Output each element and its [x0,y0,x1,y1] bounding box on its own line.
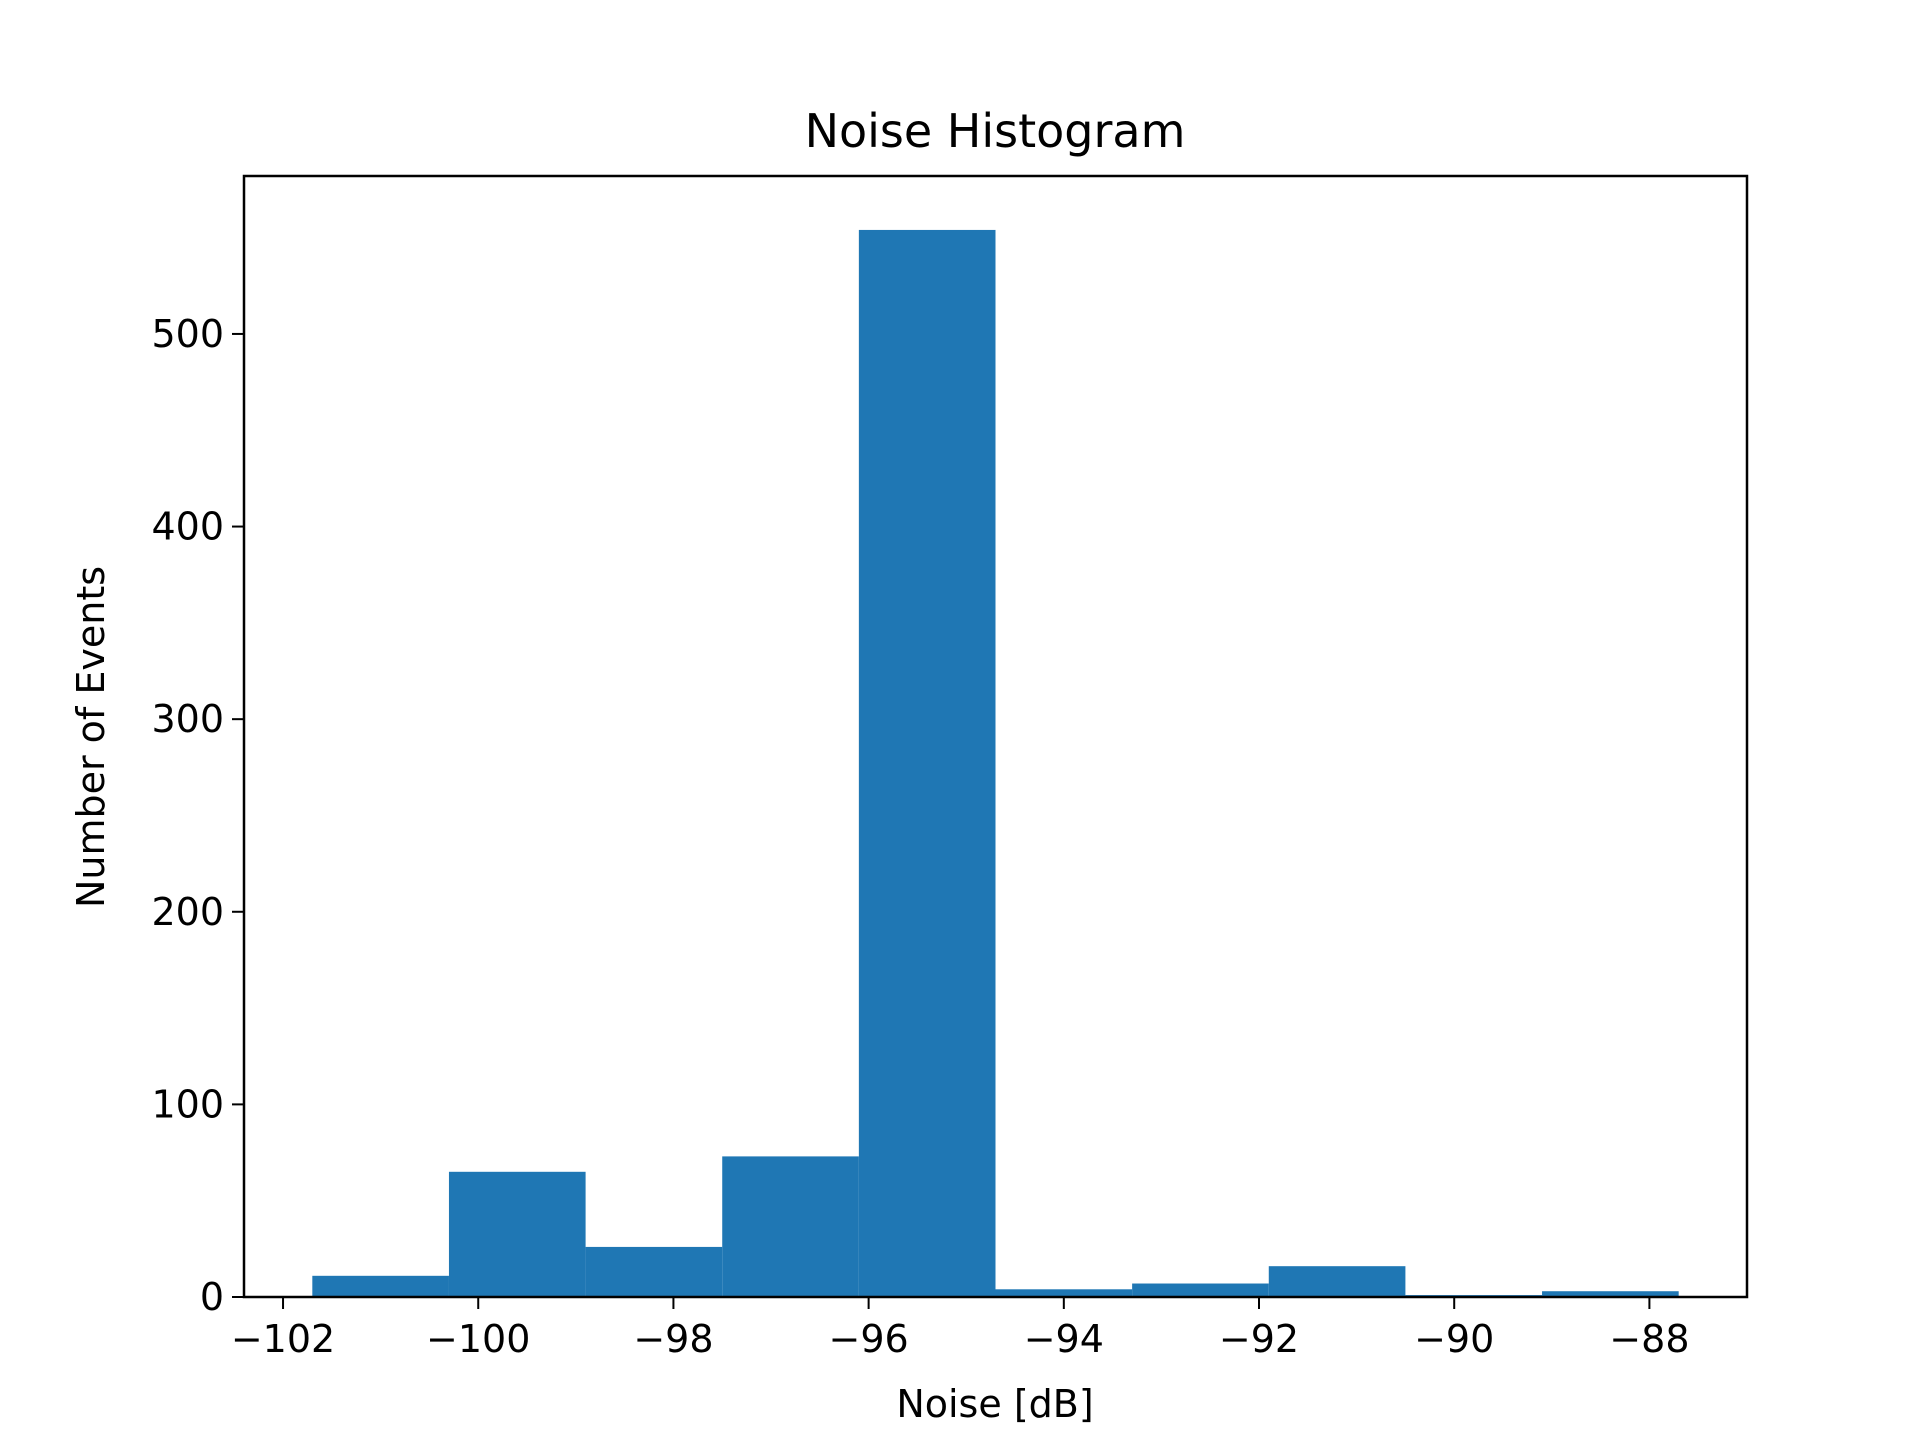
x-tick-label: −96 [829,1317,909,1361]
histogram-bar [1132,1283,1269,1297]
y-axis-label: Number of Events [69,566,113,908]
x-tick-label: −100 [426,1317,530,1361]
histogram-bar [1542,1291,1679,1297]
chart-title: Noise Histogram [805,104,1186,158]
y-tick-label: 400 [151,505,224,549]
x-axis-ticks: −102 −100 −98 −96 −94 −92 −90 −88 [231,1297,1690,1361]
histogram-bar [858,229,996,1297]
x-tick-label: −98 [633,1317,713,1361]
y-tick-label: 0 [200,1275,224,1319]
y-axis-ticks: 0 100 200 300 400 500 [151,312,244,1319]
y-tick-label: 100 [151,1082,224,1126]
y-tick-label: 300 [151,697,224,741]
x-axis-label: Noise [dB] [896,1382,1093,1426]
x-tick-label: −90 [1414,1317,1494,1361]
x-tick-label: −88 [1609,1317,1689,1361]
x-tick-label: −102 [231,1317,335,1361]
histogram-bar [1268,1266,1406,1297]
x-tick-label: −94 [1024,1317,1104,1361]
histogram-bar [312,1275,449,1297]
histogram-bar [722,1156,859,1297]
bars-group [312,229,1679,1297]
x-tick-label: −92 [1219,1317,1299,1361]
histogram-bar [995,1289,1133,1297]
plot-area-frame [242,174,1749,1299]
histogram-bar [448,1171,586,1297]
y-tick-label: 200 [151,890,224,934]
y-tick-label: 500 [151,312,224,356]
histogram-bar [585,1246,723,1297]
